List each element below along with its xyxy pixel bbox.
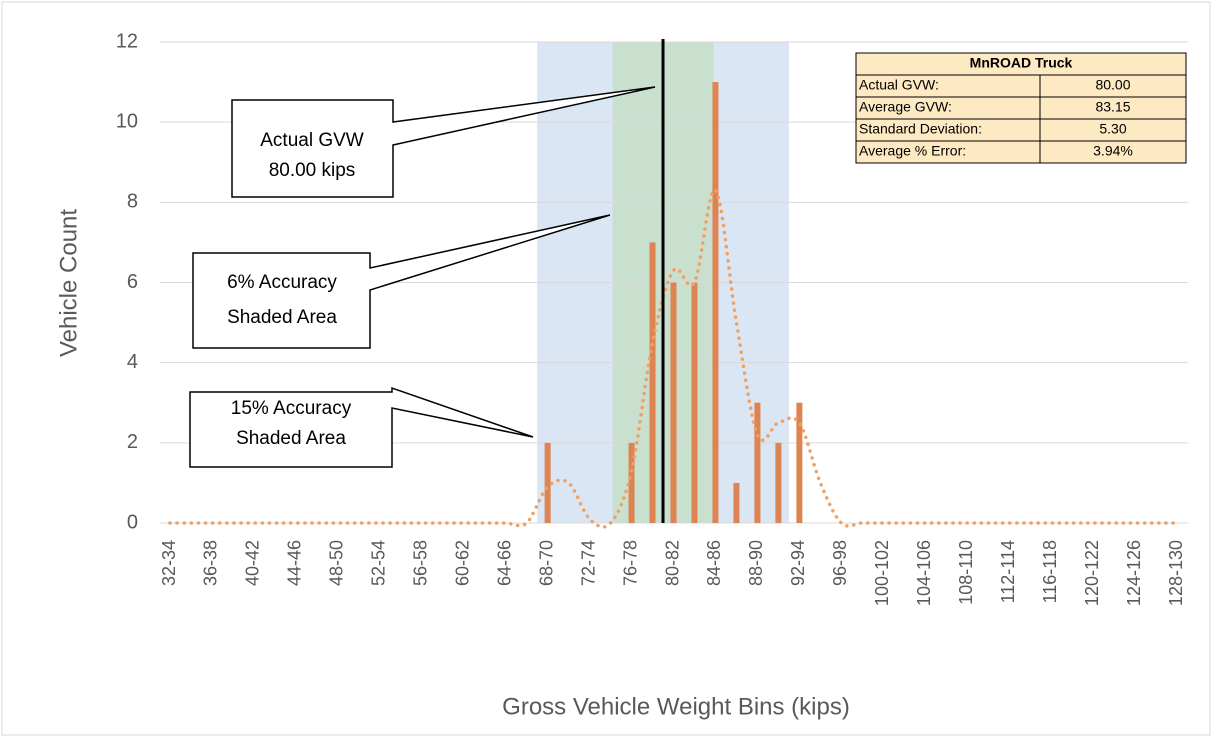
table-cell: Average % Error: (859, 143, 966, 159)
callout-box (231, 86, 656, 198)
y-tick-label: 2 (127, 431, 138, 453)
y-tick-label: 6 (127, 271, 138, 293)
trend-line (168, 188, 1179, 529)
x-tick-label: 84-86 (704, 540, 724, 586)
marks (168, 39, 1179, 529)
bar (712, 82, 719, 523)
bar (775, 442, 782, 523)
bar (628, 442, 635, 523)
callout: 6% Accuracy Shaded Area (192, 214, 611, 349)
table-cell: 5.30 (1099, 121, 1126, 137)
y-tick-label: 10 (116, 110, 138, 132)
callout-text: Actual GVW (260, 130, 364, 151)
x-tick-label: 40-42 (243, 540, 263, 586)
y-tick-label: 12 (116, 30, 138, 52)
y-tick-label: 4 (127, 351, 138, 373)
x-tick-label: 88-90 (746, 540, 766, 586)
x-tick-label: 104-106 (914, 540, 934, 606)
callout-text: Shaded Area (236, 428, 346, 449)
bar (754, 402, 761, 523)
x-tick-label: 76-78 (620, 540, 640, 586)
x-tick-label: 48-50 (327, 540, 347, 586)
x-tick-label: 100-102 (872, 540, 892, 606)
y-axis-label: Vehicle Count (55, 209, 82, 357)
stats-table: MnROAD Truck Actual GVW: 80.00 Average GVW:… (855, 52, 1187, 164)
table-title: MnROAD Truck (970, 55, 1073, 71)
x-axis-label: Gross Vehicle Weight Bins (kips) (502, 693, 850, 720)
x-tick-label: 80-82 (662, 540, 682, 586)
callout: Actual GVW 80.00 kips (231, 86, 656, 198)
table-cell: Standard Deviation: (859, 121, 982, 137)
x-tick-label: 120-122 (1082, 540, 1102, 606)
callout-text: 6% Accuracy (227, 272, 337, 293)
callout-text: 15% Accuracy (231, 398, 352, 419)
x-tick-label: 44-46 (285, 540, 305, 586)
bar (544, 442, 551, 523)
x-tick-label: 60-62 (452, 540, 472, 586)
x-tick-label: 116-118 (1040, 540, 1060, 603)
labels: 0 2 4 6 8 10 12 32-34 36-38 40-42 44-46 48-50 52-54 5… (116, 30, 1186, 606)
bar (649, 242, 656, 523)
x-tick-label: 36-38 (201, 540, 221, 586)
y-tick-label: 8 (127, 191, 138, 213)
table-bg (855, 52, 1187, 164)
callout-text: 80.00 kips (269, 160, 356, 181)
x-tick-label: 68-70 (536, 540, 556, 586)
table-cell: 83.15 (1095, 99, 1130, 115)
x-tick-label: 96-98 (830, 540, 850, 586)
x-tick-label: 32-34 (159, 540, 179, 586)
callout-text: Shaded Area (227, 307, 337, 328)
callout-box (192, 214, 611, 349)
x-tick-label: 64-66 (494, 540, 514, 586)
bar (670, 282, 677, 523)
x-tick-label: 52-54 (369, 540, 389, 586)
table-cell: Average GVW: (859, 99, 952, 115)
x-tick-label: 112-114 (998, 540, 1018, 603)
x-tick-label: 108-110 (956, 540, 976, 605)
bar (733, 482, 740, 523)
callout-box (189, 386, 534, 468)
bar (691, 282, 698, 523)
y-tick-label: 0 (127, 511, 138, 533)
table-cell: Actual GVW: (859, 77, 939, 93)
callout: 15% Accuracy Shaded Area (189, 386, 534, 468)
x-tick-label: 56-58 (411, 540, 431, 586)
bar (796, 402, 803, 523)
x-tick-label: 128-130 (1166, 540, 1186, 606)
x-tick-label: 72-74 (578, 540, 598, 586)
x-tick-label: 92-94 (788, 540, 808, 586)
table-cell: 80.00 (1095, 77, 1130, 93)
x-tick-label: 124-126 (1124, 540, 1144, 606)
table-cell: 3.94% (1093, 143, 1133, 159)
